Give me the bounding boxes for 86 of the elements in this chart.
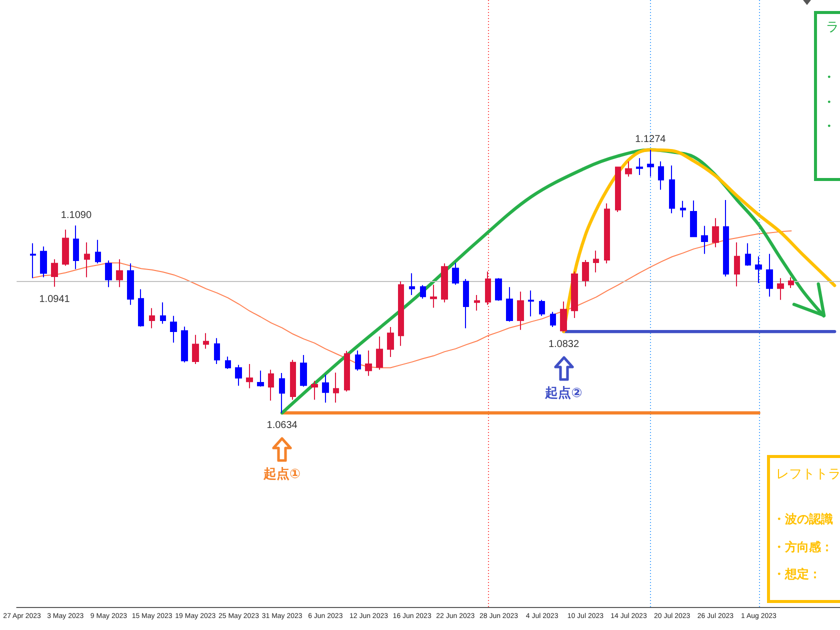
annotation: 1.1090 <box>60 210 92 221</box>
candlestick <box>105 260 112 288</box>
candlestick <box>430 284 437 308</box>
candlestick <box>582 260 589 287</box>
text: ・ <box>823 119 835 134</box>
candlestick <box>290 359 296 400</box>
candlestick <box>452 262 459 286</box>
candlestick <box>160 302 166 324</box>
candlestick <box>766 253 773 298</box>
candlestick <box>528 290 534 317</box>
candlestick <box>506 286 513 322</box>
candlestick <box>279 372 285 414</box>
candlestick <box>387 326 394 358</box>
candlestick <box>170 315 177 344</box>
candlestick <box>192 334 199 365</box>
candlestick <box>517 291 524 330</box>
candlestick <box>40 246 47 278</box>
candlestick <box>571 271 578 318</box>
candlestick <box>84 242 90 278</box>
candlestick <box>615 166 621 212</box>
candlestick <box>235 364 242 386</box>
candlestick <box>300 354 307 388</box>
candlestick <box>495 278 502 302</box>
text: ・方向感： <box>773 540 833 555</box>
candlestick <box>398 280 404 346</box>
candlestick <box>701 225 708 254</box>
candlestick <box>485 271 491 306</box>
candlestick <box>441 262 448 303</box>
text: ラ <box>826 20 839 35</box>
candlestick <box>680 200 686 218</box>
candlestick <box>593 250 599 273</box>
candlestick <box>463 278 469 329</box>
candlestick <box>149 308 155 329</box>
candlestick <box>745 242 751 266</box>
candlestick <box>539 299 545 316</box>
candlestick <box>138 288 144 328</box>
text: 起点① <box>264 466 301 482</box>
candlestick <box>365 350 372 376</box>
candlestick <box>474 294 480 312</box>
candlestick <box>246 364 253 389</box>
candlestick <box>550 311 556 328</box>
candlestick <box>62 229 69 266</box>
candlestick <box>712 218 719 248</box>
text: ・ <box>823 95 835 110</box>
candlestick <box>214 338 220 365</box>
candlestick <box>355 350 361 372</box>
candlestick <box>268 369 274 402</box>
candlestick <box>669 165 675 214</box>
candlestick <box>344 350 350 392</box>
candlestick <box>777 278 784 300</box>
annotation: 1.0634 <box>266 420 298 431</box>
candlestick <box>257 370 264 388</box>
candlestick <box>127 262 134 306</box>
candlestick <box>604 202 610 264</box>
candlestick <box>755 256 762 284</box>
candlestick <box>181 326 188 363</box>
candlestick <box>420 284 426 300</box>
candlestick <box>788 276 794 288</box>
candlestick <box>647 149 654 178</box>
candlestick <box>203 332 209 350</box>
candlestick <box>376 336 383 370</box>
candlestick <box>636 158 643 176</box>
candlestick <box>95 239 101 264</box>
candlestick <box>311 380 318 400</box>
annotation: 1.0941 <box>39 294 70 305</box>
annotation: 起点② <box>545 386 582 401</box>
candlestick <box>560 301 567 332</box>
candlestick <box>30 242 36 279</box>
text: ・想定： <box>773 567 821 582</box>
candlestick <box>658 160 664 190</box>
candlestick <box>73 225 79 270</box>
candlestick <box>734 242 740 287</box>
annotation: 1.1274 <box>635 134 666 145</box>
text: ・波の認識 <box>773 512 833 527</box>
candlestick <box>625 160 632 178</box>
candlestick <box>322 374 329 404</box>
text: ・ <box>823 70 835 85</box>
candlestick <box>409 272 415 296</box>
annotation: 1.0832 <box>548 338 580 350</box>
text: レフトトラ <box>776 467 840 482</box>
candlestick <box>333 372 339 404</box>
candlestick <box>723 200 729 277</box>
candlestick <box>225 356 231 370</box>
candlestick <box>51 258 58 288</box>
candlestick <box>116 258 123 288</box>
candlestick <box>690 200 697 238</box>
